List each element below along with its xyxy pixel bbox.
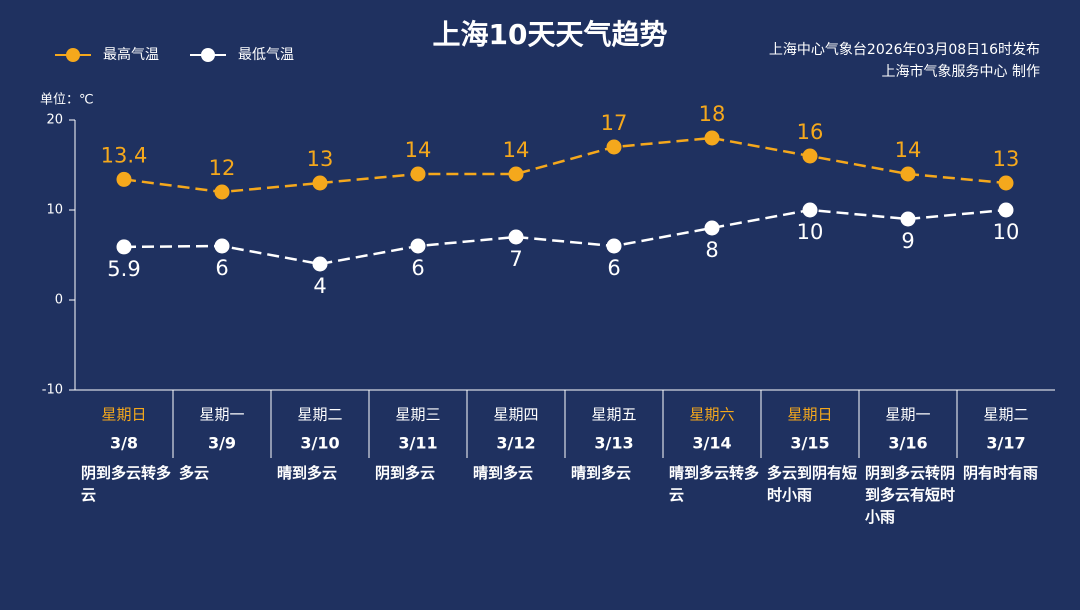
point: [214, 184, 230, 200]
x-tick-label: 3/8: [110, 434, 138, 453]
weather-label: 晴到多云: [571, 464, 632, 482]
point: [998, 175, 1014, 191]
value-label: 10: [797, 220, 824, 244]
value-label: 8: [705, 238, 718, 262]
point: [116, 239, 132, 255]
series-line: [123, 208, 1007, 266]
weather-label: 多云: [179, 464, 210, 482]
y-tick-label: -10: [42, 383, 63, 398]
point: [606, 139, 622, 155]
value-label: 6: [607, 256, 620, 280]
point: [508, 229, 524, 245]
value-label: 17: [601, 111, 628, 135]
value-label: 13.4: [101, 143, 148, 167]
point: [900, 211, 916, 227]
value-label: 10: [993, 220, 1020, 244]
weekday-label: 星期三: [395, 406, 440, 424]
point: [410, 166, 426, 182]
weather-label: 阴有时有雨: [963, 464, 1039, 482]
weather-label: 阴到多云转多云: [81, 464, 172, 504]
weekday-label: 星期日: [787, 406, 832, 424]
value-label: 14: [895, 138, 922, 162]
point: [998, 202, 1014, 218]
point: [116, 171, 132, 187]
weekday-label: 星期二: [297, 406, 342, 424]
unit-label: 单位：℃: [40, 93, 94, 108]
x-tick-label: 3/17: [986, 434, 1025, 453]
x-tick-label: 3/16: [888, 434, 927, 453]
weather-label: 多云到阴有短时小雨: [767, 464, 858, 504]
weekday-label: 星期二: [983, 406, 1028, 424]
weekday-label: 星期一: [199, 406, 244, 424]
value-label: 16: [797, 120, 824, 144]
point: [704, 220, 720, 236]
legend-label: 最低气温: [238, 47, 294, 63]
y-tick-label: 20: [46, 113, 63, 128]
weather-label: 阴到多云: [375, 464, 436, 482]
value-label: 13: [993, 147, 1020, 171]
weekday-label: 星期一: [885, 406, 930, 424]
value-label: 6: [411, 256, 424, 280]
weekday-label: 星期六: [689, 406, 734, 424]
y-tick-label: 0: [55, 293, 63, 308]
weekday-label: 星期五: [591, 406, 636, 424]
point: [410, 238, 426, 254]
x-tick-label: 3/11: [398, 434, 437, 453]
x-tick-label: 3/13: [594, 434, 633, 453]
weather-label: 晴到多云: [277, 464, 338, 482]
x-tick-label: 3/9: [208, 434, 236, 453]
legend-marker: [66, 48, 80, 62]
weather-label: 阴到多云转阴到多云有短时小雨: [865, 464, 956, 526]
value-label: 5.9: [107, 257, 140, 281]
x-tick-label: 3/14: [692, 434, 731, 453]
value-label: 13: [307, 147, 334, 171]
point: [802, 202, 818, 218]
chart-title: 上海10天天气趋势: [433, 18, 668, 51]
value-label: 12: [209, 156, 236, 180]
y-tick-label: 10: [46, 203, 63, 218]
source: 上海中心气象台2026年03月08日16时发布: [769, 42, 1040, 58]
value-label: 14: [405, 138, 432, 162]
point: [704, 130, 720, 146]
point: [508, 166, 524, 182]
x-tick-label: 3/15: [790, 434, 829, 453]
x-tick-label: 3/12: [496, 434, 535, 453]
point: [214, 238, 230, 254]
value-label: 9: [901, 229, 914, 253]
point: [900, 166, 916, 182]
value-label: 7: [509, 247, 522, 271]
point: [312, 175, 328, 191]
point: [606, 238, 622, 254]
value-label: 14: [503, 138, 530, 162]
source: 上海市气象服务中心 制作: [882, 63, 1040, 80]
value-label: 6: [215, 256, 228, 280]
legend-marker: [201, 48, 215, 62]
point: [802, 148, 818, 164]
point: [312, 256, 328, 272]
weather-label: 晴到多云: [473, 464, 534, 482]
value-label: 4: [313, 274, 326, 298]
x-tick-label: 3/10: [300, 434, 339, 453]
value-label: 18: [699, 102, 726, 126]
weekday-label: 星期四: [493, 406, 538, 424]
legend-label: 最高气温: [103, 46, 159, 63]
series-line: [123, 136, 1007, 194]
weekday-label: 星期日: [101, 406, 146, 424]
weather-label: 晴到多云转多云: [669, 464, 760, 504]
